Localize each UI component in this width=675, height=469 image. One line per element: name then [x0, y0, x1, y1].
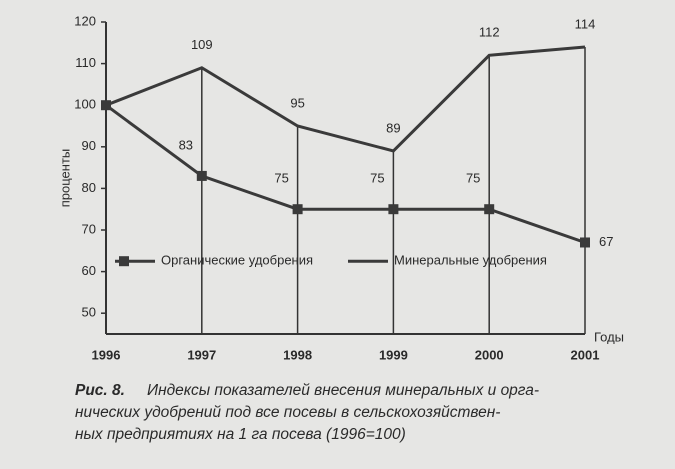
y-tick-label: 60 [82, 263, 96, 278]
x-tick-label: 1999 [379, 347, 408, 362]
y-axis-label: проценты [57, 149, 72, 208]
x-tick-label: 1997 [187, 347, 216, 362]
series-line [105, 103, 586, 244]
x-tick-label: 1998 [283, 347, 312, 362]
data-label: 75 [466, 171, 480, 186]
caption-line: нических удобрений под все посевы в сель… [75, 404, 500, 421]
point-marker [196, 170, 207, 181]
point-marker [388, 204, 399, 215]
legend-marker [119, 256, 129, 267]
point-marker [292, 204, 303, 215]
caption-label: Рис. 8. [75, 382, 125, 399]
data-label: 112 [479, 25, 500, 40]
legend-label: Органические удобрения [161, 253, 313, 268]
data-label: 109 [191, 37, 213, 52]
point-marker [580, 237, 590, 248]
caption-line: ных предприятиях на 1 га посева (1996=10… [75, 426, 406, 443]
data-label: 114 [575, 16, 596, 31]
y-tick-label: 90 [82, 138, 96, 153]
data-label: 75 [274, 171, 288, 186]
legend-label: Минеральные удобрения [394, 253, 547, 268]
x-tick-label: 2001 [571, 347, 600, 362]
x-axis-label: Годы [594, 329, 624, 344]
caption-line: Индексы показателей внесения минеральных… [147, 382, 539, 399]
x-tick-label: 2000 [475, 347, 504, 362]
x-tick-label: 1996 [92, 347, 121, 362]
y-tick-label: 100 [74, 97, 96, 112]
y-tick-label: 120 [74, 13, 96, 28]
data-label: 67 [599, 234, 613, 249]
y-tick-label: 70 [82, 221, 96, 236]
data-label: 95 [290, 95, 304, 110]
y-tick-label: 80 [82, 180, 96, 195]
series-line [105, 45, 586, 153]
point-marker [484, 204, 495, 215]
data-label: 83 [179, 137, 193, 152]
data-label: 89 [386, 120, 400, 135]
y-tick-label: 110 [75, 55, 96, 70]
y-tick-label: 50 [82, 305, 96, 320]
data-label: 75 [370, 171, 384, 186]
